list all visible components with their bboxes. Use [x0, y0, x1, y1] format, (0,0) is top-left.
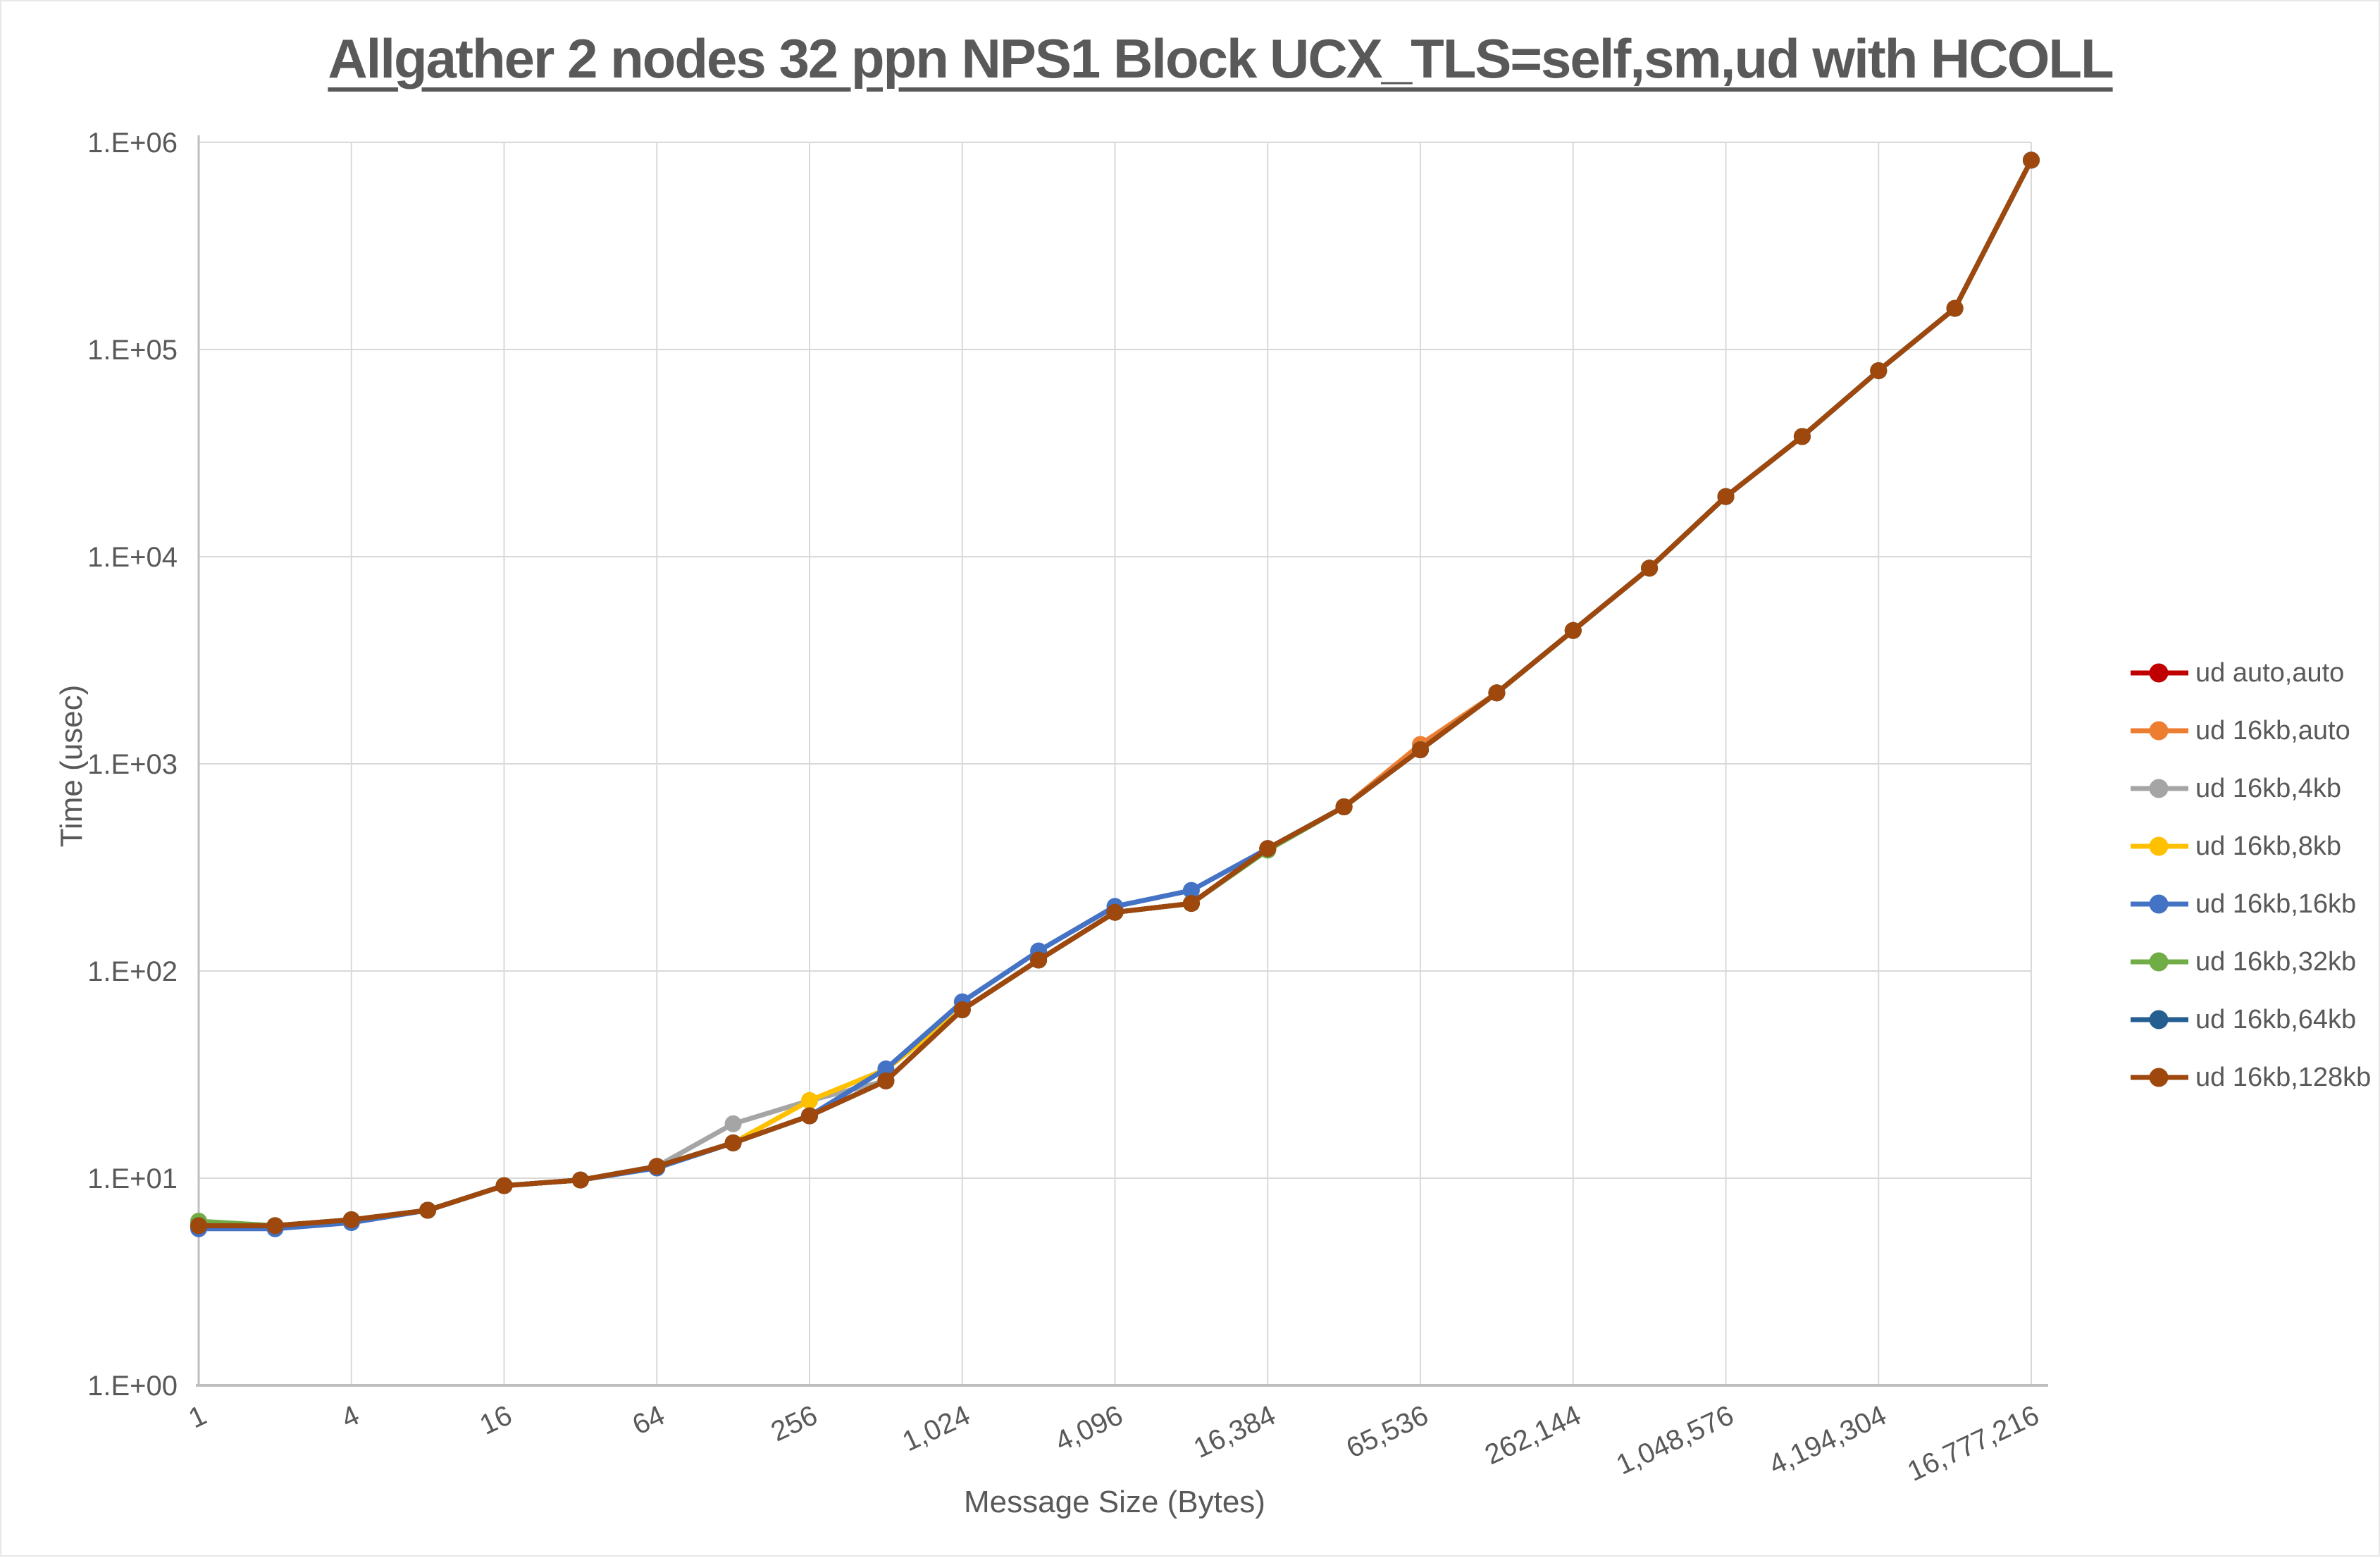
data-point	[1564, 622, 1582, 639]
data-point	[1488, 684, 1506, 702]
legend-label: ud 16kb,128kb	[2195, 1062, 2372, 1092]
legend-marker-icon	[2131, 721, 2188, 741]
data-point	[342, 1211, 360, 1228]
data-point	[1259, 840, 1277, 858]
x-tick-label: 64	[628, 1399, 669, 1441]
legend-label: ud 16kb,auto	[2195, 715, 2350, 746]
legend-item-ud-16kb-auto[interactable]: ud 16kb,auto	[2131, 702, 2371, 760]
x-tick-label: 1,048,576	[1611, 1399, 1738, 1480]
legend-marker-icon	[2131, 1068, 2188, 1087]
legend-label: ud 16kb,8kb	[2195, 831, 2342, 861]
y-tick-label: 1.E+05	[87, 335, 178, 366]
x-tick-label: 16,777,216	[1903, 1399, 2044, 1487]
data-point	[877, 1060, 895, 1077]
y-tick-label: 1.E+01	[87, 1163, 178, 1194]
legend-item-ud-16kb-4kb[interactable]: ud 16kb,4kb	[2131, 760, 2371, 817]
legend-marker-icon	[2131, 952, 2188, 972]
data-point	[1030, 951, 1048, 969]
data-point	[1182, 882, 1200, 899]
x-tick-label: 4	[337, 1399, 364, 1434]
x-tick-label: 1,024	[898, 1399, 974, 1457]
data-point	[1870, 362, 1888, 380]
data-point	[495, 1177, 513, 1194]
y-axis-title: Time (usec)	[54, 684, 89, 848]
legend-item-ud-16kb-128kb[interactable]: ud 16kb,128kb	[2131, 1049, 2371, 1106]
data-point	[419, 1201, 437, 1219]
x-tick-label: 256	[767, 1399, 822, 1447]
data-point	[801, 1092, 818, 1109]
data-point	[1946, 299, 1964, 317]
x-tick-label: 4,096	[1050, 1399, 1127, 1457]
legend-marker-icon	[2131, 1010, 2188, 1030]
data-point	[266, 1217, 284, 1235]
legend-label: ud 16kb,16kb	[2195, 889, 2357, 919]
x-tick-label: 262,144	[1480, 1399, 1586, 1471]
data-point	[877, 1072, 895, 1089]
data-point	[2023, 152, 2040, 169]
data-point	[648, 1158, 666, 1175]
data-point	[1641, 559, 1659, 577]
data-point	[1793, 428, 1811, 445]
y-tick-label: 1.E+02	[87, 956, 178, 987]
chart-title: Allgather 2 nodes 32 ppn NPS1 Block UCX_…	[328, 27, 2114, 89]
legend-marker-icon	[2131, 894, 2188, 914]
data-point	[1717, 488, 1735, 505]
legend-label: ud 16kb,32kb	[2195, 946, 2357, 977]
data-point	[801, 1107, 818, 1125]
legend-item-ud-16kb-32kb[interactable]: ud 16kb,32kb	[2131, 933, 2371, 991]
legend-item-ud-16kb-16kb[interactable]: ud 16kb,16kb	[2131, 875, 2371, 933]
data-point	[1106, 903, 1124, 921]
x-tick-label: 65,536	[1341, 1399, 1432, 1464]
legend-item-ud-16kb-8kb[interactable]: ud 16kb,8kb	[2131, 817, 2371, 875]
data-point	[724, 1134, 742, 1151]
series-markers-ud-16kb-128kb	[190, 152, 2040, 1235]
legend-marker-icon	[2131, 779, 2188, 798]
legend-marker-icon	[2131, 663, 2188, 683]
x-tick-label: 16,384	[1189, 1399, 1280, 1464]
y-tick-label: 1.E+03	[87, 749, 178, 780]
data-point	[1182, 895, 1200, 913]
legend-item-ud-auto-auto[interactable]: ud auto,auto	[2131, 644, 2371, 702]
legend-item-ud-16kb-64kb[interactable]: ud 16kb,64kb	[2131, 991, 2371, 1049]
y-tick-label: 1.E+06	[87, 128, 178, 159]
legend-label: ud auto,auto	[2195, 657, 2345, 688]
x-tick-label: 4,194,304	[1764, 1399, 1891, 1480]
legend-label: ud 16kb,4kb	[2195, 773, 2342, 803]
data-point	[1412, 741, 1429, 758]
data-point	[190, 1217, 207, 1235]
y-tick-label: 1.E+04	[87, 542, 178, 573]
legend-marker-icon	[2131, 836, 2188, 856]
legend-label: ud 16kb,64kb	[2195, 1004, 2357, 1034]
data-point	[571, 1171, 589, 1189]
y-tick-label: 1.E+00	[87, 1371, 178, 1402]
legend: ud auto,auto ud 16kb,auto ud 16kb,4kb ud 16…	[2131, 644, 2371, 1106]
data-point	[724, 1115, 742, 1132]
x-tick-label: 1	[184, 1399, 211, 1434]
data-point	[1335, 798, 1353, 815]
x-axis-title: Message Size (Bytes)	[964, 1485, 1265, 1519]
x-tick-label: 16	[475, 1399, 516, 1441]
data-point	[953, 1001, 971, 1018]
